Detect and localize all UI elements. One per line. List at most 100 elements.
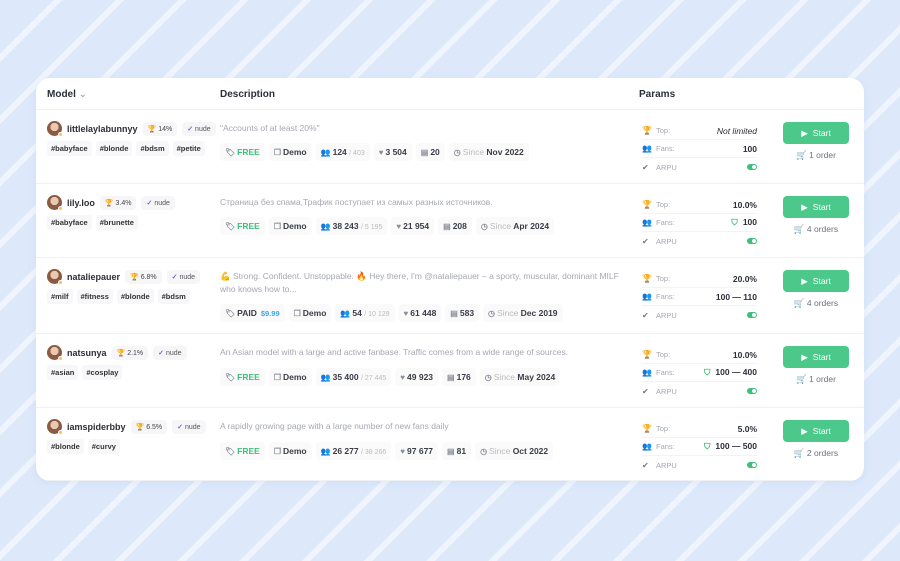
check-circle-icon: ✔	[642, 236, 649, 246]
start-button[interactable]: ▶ Start	[783, 346, 849, 368]
tag[interactable]: #babyface	[47, 215, 92, 230]
start-button[interactable]: ▶ Start	[783, 196, 849, 218]
file-icon: ▤	[447, 447, 455, 456]
check-icon: ✓	[177, 423, 184, 431]
start-button[interactable]: ▶ Start	[783, 122, 849, 144]
tag-list: #babyface #brunette	[47, 215, 207, 230]
check-icon: ✓	[171, 273, 178, 281]
tag[interactable]: #bdsm	[157, 289, 190, 304]
chevron-down-icon: ⌄	[78, 89, 88, 100]
since-stat: ◷ Since Oct 2022	[475, 442, 554, 460]
cart-icon: 🛒	[793, 448, 805, 458]
file-icon: ▤	[447, 373, 455, 382]
model-name[interactable]: lily.loo	[67, 197, 95, 208]
likes-stat: ♥ 3 504	[373, 143, 412, 161]
clock-icon: ◷	[480, 222, 488, 231]
model-name[interactable]: iamspiderbby	[67, 421, 126, 432]
gallery-icon: ❐	[273, 148, 281, 157]
model-name[interactable]: nataliepauer	[67, 271, 121, 282]
demo-link[interactable]: ❐ Demo	[268, 442, 312, 460]
column-model[interactable]: Model ⌄	[47, 89, 88, 100]
avatar[interactable]	[47, 121, 63, 137]
avatar[interactable]	[47, 345, 63, 361]
rate-badge: 🏆 6.5%	[130, 419, 168, 434]
tag[interactable]: #fitness	[76, 289, 113, 304]
model-info: natsunya 🏆 2.1% ✓ nude	[47, 345, 187, 361]
rate-badge: 🏆 3.4%	[99, 195, 137, 210]
param-arpu: ✔ ARPU	[642, 456, 757, 474]
clock-icon: ◷	[480, 447, 488, 456]
description: 💪 Strong. Confident. Unstoppable. 🔥 Hey …	[220, 271, 619, 294]
stats: 🏷 FREE ❐ Demo 👥 124 / 403 ♥ 3 504 ▤ 20 ◷ Since…	[220, 143, 529, 161]
demo-link[interactable]: ❐ Demo	[288, 304, 332, 322]
table-row: natsunya 🏆 2.1% ✓ nude #asian #cosplay An…	[36, 334, 864, 408]
arpu-toggle[interactable]	[747, 462, 757, 468]
tag[interactable]: #bdsm	[136, 141, 169, 156]
users-icon: 👥	[642, 442, 652, 451]
arpu-toggle[interactable]	[747, 164, 757, 170]
play-icon: ▶	[801, 201, 808, 212]
clock-icon: ◷	[453, 148, 461, 157]
params: 🏆 Top: 5.0% 👥 Fans: ⛉ 100 — 500 ✔ ARPU	[642, 420, 757, 474]
demo-link[interactable]: ❐ Demo	[268, 368, 312, 386]
tag[interactable]: #cosplay	[82, 365, 123, 380]
model-info: lily.loo 🏆 3.4% ✓ nude	[47, 195, 175, 211]
model-info: iamspiderbby 🏆 6.5% ✓ nude	[47, 419, 206, 435]
avatar[interactable]	[47, 269, 63, 285]
tag[interactable]: #blonde	[47, 439, 84, 454]
orders-link[interactable]: 🛒 4 orders	[793, 298, 839, 308]
param-top: 🏆 Top: 10.0%	[642, 196, 757, 214]
tag[interactable]: #brunette	[95, 215, 138, 230]
play-icon: ▶	[801, 425, 808, 436]
param-arpu: ✔ ARPU	[642, 306, 757, 324]
tag-list: #blonde #curvy	[47, 439, 207, 454]
start-button[interactable]: ▶ Start	[783, 270, 849, 292]
start-button[interactable]: ▶ Start	[783, 420, 849, 442]
tag[interactable]: #curvy	[87, 439, 120, 454]
trophy-icon: 🏆	[642, 126, 652, 135]
since-stat: ◷ Since Dec 2019	[483, 304, 563, 322]
account-type: 🏷 FREE	[220, 217, 265, 235]
orders-link[interactable]: 🛒 1 order	[796, 374, 836, 384]
demo-link[interactable]: ❐ Demo	[268, 217, 312, 235]
param-top: 🏆 Top: Not limited	[642, 122, 757, 140]
arpu-toggle[interactable]	[747, 388, 757, 394]
param-fans: 👥 Fans: ⛉ 100 — 500	[642, 438, 757, 456]
tag[interactable]: #asian	[47, 365, 79, 380]
tag[interactable]: #milf	[47, 289, 73, 304]
orders-link[interactable]: 🛒 1 order	[796, 150, 836, 160]
fans-stat: 👥 35 400 / 27 445	[315, 368, 392, 386]
trophy-icon: 🏆	[104, 199, 114, 207]
gallery-icon: ❐	[293, 309, 301, 318]
trophy-icon: 🏆	[642, 274, 652, 283]
tag-icon: 🏷	[225, 222, 236, 231]
arpu-toggle[interactable]	[747, 238, 757, 244]
param-top: 🏆 Top: 5.0%	[642, 420, 757, 438]
params: 🏆 Top: 10.0% 👥 Fans: ⛉ 100 — 400 ✔ ARPU	[642, 346, 757, 400]
likes-stat: ♥ 49 923	[395, 368, 439, 386]
model-name[interactable]: natsunya	[67, 347, 107, 358]
users-icon: 👥	[642, 218, 652, 227]
tag[interactable]: #babyface	[47, 141, 92, 156]
users-icon: 👥	[320, 148, 331, 157]
clock-icon: ◷	[484, 373, 492, 382]
avatar[interactable]	[47, 419, 63, 435]
tag[interactable]: #petite	[172, 141, 205, 156]
avatar[interactable]	[47, 195, 63, 211]
cart-icon: 🛒	[796, 374, 807, 384]
tag-icon: 🏷	[225, 309, 236, 318]
tag[interactable]: #blonde	[95, 141, 133, 156]
model-name[interactable]: littlelaylabunnyy	[67, 123, 138, 134]
orders-link[interactable]: 🛒 2 orders	[793, 448, 839, 458]
demo-link[interactable]: ❐ Demo	[268, 143, 312, 161]
fans-stat: 👥 38 243 / 5 195	[315, 217, 388, 235]
play-icon: ▶	[801, 275, 808, 286]
arpu-toggle[interactable]	[747, 312, 757, 318]
trophy-icon: 🏆	[116, 349, 126, 357]
trophy-icon: 🏆	[135, 423, 145, 431]
table-row: littlelaylabunnyy 🏆 14% ✓ nude #babyface…	[36, 110, 864, 184]
orders-link[interactable]: 🛒 4 orders	[793, 224, 839, 234]
tag[interactable]: #blonde	[116, 289, 154, 304]
check-icon: ✓	[187, 125, 194, 133]
param-fans: 👥 Fans: 100	[642, 140, 757, 158]
